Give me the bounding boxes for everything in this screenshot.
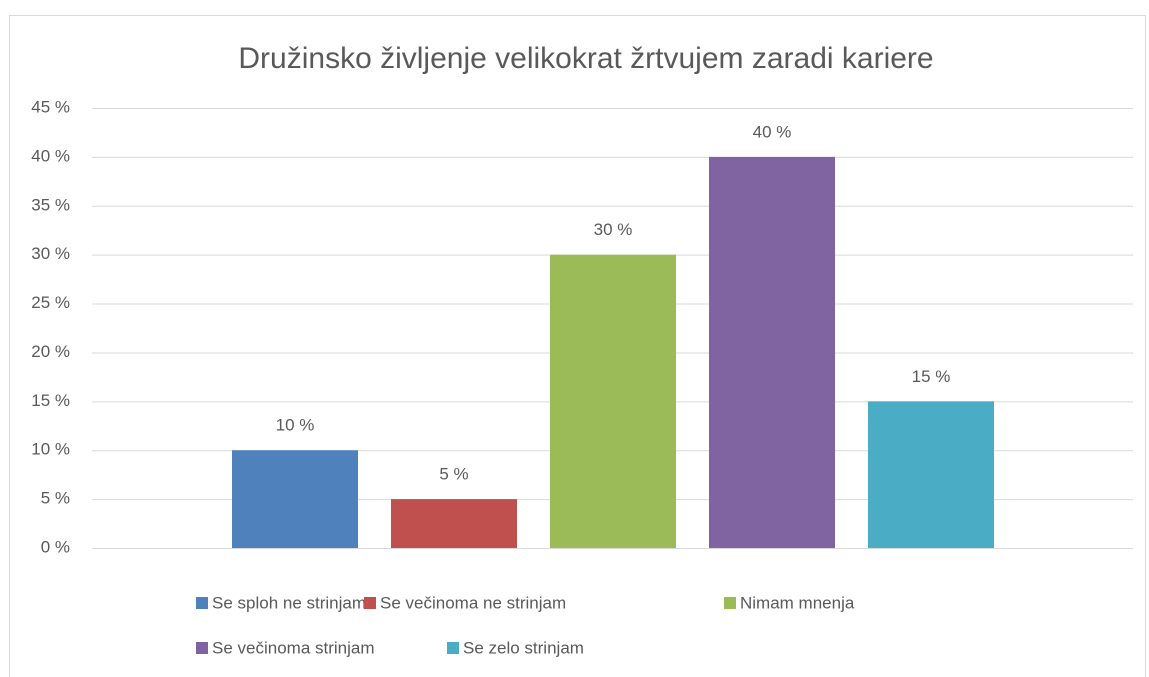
legend-swatch: [724, 597, 736, 609]
data-label: 10 %: [276, 416, 315, 435]
y-tick-label: 15 %: [31, 391, 70, 410]
data-label: 40 %: [753, 122, 792, 141]
y-tick-label: 35 %: [31, 195, 70, 214]
legend-swatch: [364, 597, 376, 609]
bar: [709, 156, 835, 548]
y-tick-label: 45 %: [31, 97, 70, 116]
data-label: 5 %: [439, 465, 468, 484]
y-tick-label: 20 %: [31, 342, 70, 361]
legend-label: Se zelo strinjam: [463, 638, 584, 657]
legend-label: Se sploh ne strinjam: [212, 593, 366, 612]
legend-label: Nimam mnenja: [740, 593, 855, 612]
bar: [550, 254, 676, 548]
y-tick-label: 0 %: [41, 537, 70, 556]
y-tick-label: 5 %: [41, 489, 70, 508]
y-tick-label: 40 %: [31, 146, 70, 165]
bar: [232, 450, 358, 548]
legend-label: Se večinoma ne strinjam: [380, 593, 566, 612]
chart-title: Družinsko življenje velikokrat žrtvujem …: [238, 42, 933, 75]
legend-swatch: [447, 642, 459, 654]
y-tick-label: 25 %: [31, 293, 70, 312]
data-label: 15 %: [912, 367, 951, 386]
legend-label: Se večinoma strinjam: [212, 638, 375, 657]
bar: [391, 499, 517, 548]
y-tick-label: 30 %: [31, 244, 70, 263]
legend-swatch: [196, 642, 208, 654]
y-tick-label: 10 %: [31, 440, 70, 459]
bar: [868, 401, 994, 548]
data-label: 30 %: [594, 220, 633, 239]
legend-swatch: [196, 597, 208, 609]
